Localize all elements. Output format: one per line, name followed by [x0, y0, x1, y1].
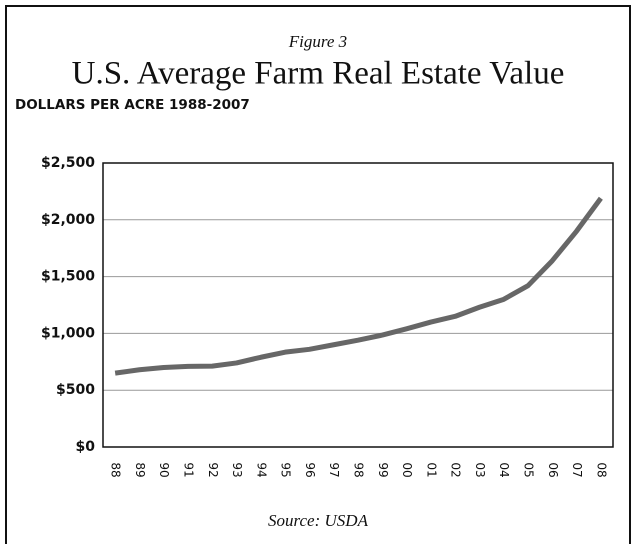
x-tick-label: 03	[473, 462, 487, 477]
x-tick-label: 04	[497, 462, 511, 477]
figure-label: Figure 3	[288, 32, 347, 51]
x-tick-label: 06	[546, 462, 560, 477]
x-tick-label: 92	[206, 462, 220, 477]
subtitle: DOLLARS PER ACRE 1988-2007	[15, 97, 250, 113]
x-tick-label: 90	[157, 462, 171, 477]
x-tick-label: 91	[182, 462, 196, 477]
x-tick-label: 97	[327, 462, 341, 477]
y-tick-label: $500	[56, 382, 95, 398]
x-tick-label: 08	[594, 462, 608, 477]
x-tick-label: 99	[376, 462, 390, 477]
x-tick-label: 96	[303, 462, 317, 477]
x-tick-label: 00	[400, 462, 414, 477]
y-tick-label: $2,000	[41, 212, 95, 228]
source: Source: USDA	[268, 511, 369, 530]
x-tick-label: 07	[570, 462, 584, 477]
y-tick-label: $1,000	[41, 325, 95, 341]
x-tick-label: 88	[109, 462, 123, 477]
x-tick-label: 93	[230, 462, 244, 477]
x-tick-label: 94	[254, 462, 268, 477]
chart-title: U.S. Average Farm Real Estate Value	[72, 56, 565, 92]
data-line	[114, 196, 603, 376]
frame	[5, 5, 631, 544]
x-tick-label: 01	[424, 462, 438, 477]
x-tick-label: 05	[522, 462, 536, 477]
y-tick-label: $2,500	[41, 155, 95, 171]
plot-frame	[102, 162, 614, 448]
x-tick-label: 02	[449, 462, 463, 477]
x-tick-label: 95	[279, 462, 293, 477]
x-tick-label: 89	[133, 462, 147, 477]
y-tick-label: $0	[76, 439, 96, 455]
x-tick-label: 98	[352, 462, 366, 477]
y-tick-label: $1,500	[41, 269, 95, 285]
